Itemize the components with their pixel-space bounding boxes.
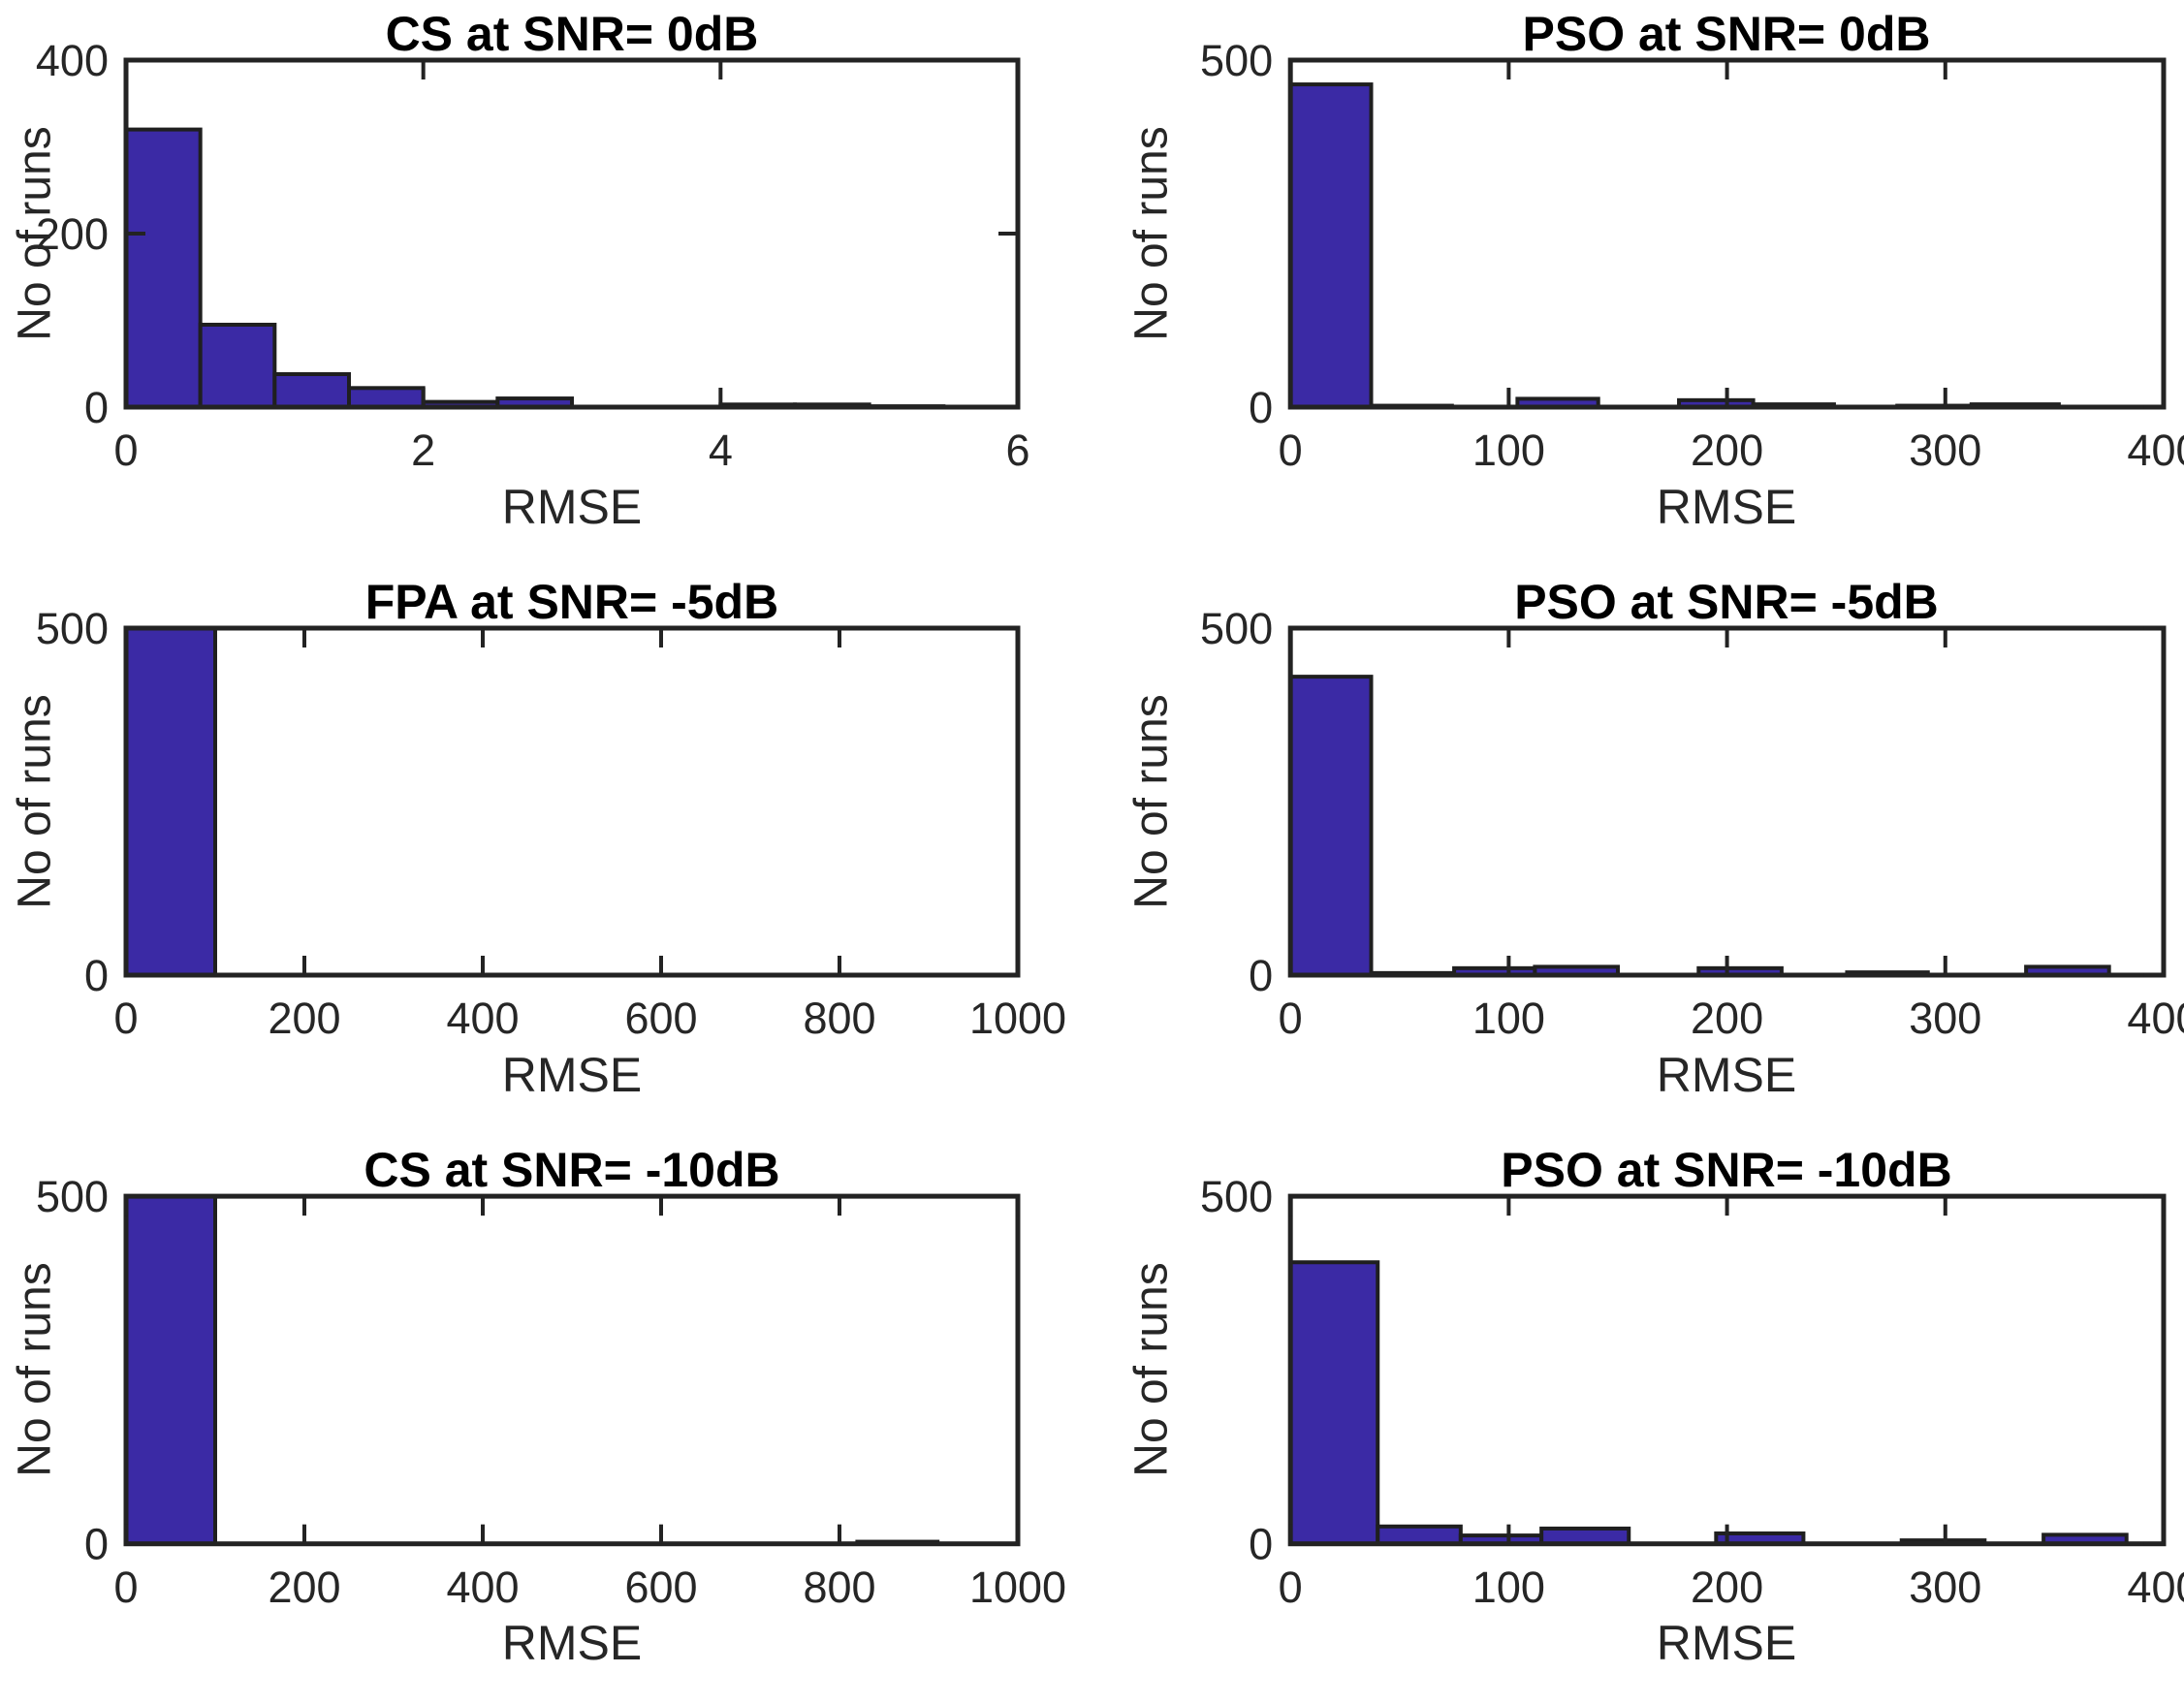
svg-text:500: 500 bbox=[1200, 604, 1273, 653]
svg-text:200: 200 bbox=[1691, 994, 1763, 1043]
plot-title: FPA at SNR= -5dB bbox=[364, 575, 779, 629]
svg-text:200: 200 bbox=[36, 209, 109, 259]
subplot-pso-snr-0db: PSO at SNR= 0dB No of runs 0 100 200 300 40 0… bbox=[1092, 0, 2184, 568]
svg-text:600: 600 bbox=[624, 1563, 697, 1612]
svg-text:0: 0 bbox=[1249, 383, 1273, 432]
x-axis-label: RMSE bbox=[1656, 1616, 1797, 1670]
histogram-canvas: 0 100 200 300 400 0 500 bbox=[1200, 604, 2184, 1043]
svg-text:4: 4 bbox=[709, 426, 733, 475]
subplot-pso-snr-minus10db: PSO at SNR= -10dB No of runs 0 100 200 300 4… bbox=[1092, 1136, 2184, 1705]
histogram-canvas: 0 200 400 600 800 1000 0 500 bbox=[36, 1172, 1066, 1612]
x-axis-label: RMSE bbox=[501, 1048, 643, 1102]
x-axis-label: RMSE bbox=[1656, 1048, 1797, 1102]
svg-text:200: 200 bbox=[1691, 426, 1763, 475]
svg-text:500: 500 bbox=[36, 1172, 109, 1221]
svg-text:400: 400 bbox=[2127, 994, 2184, 1043]
svg-text:400: 400 bbox=[2127, 1563, 2184, 1612]
svg-text:0: 0 bbox=[84, 951, 109, 1000]
x-axis-label: RMSE bbox=[501, 480, 643, 534]
svg-text:0: 0 bbox=[1249, 1520, 1273, 1569]
svg-text:1000: 1000 bbox=[969, 1563, 1066, 1612]
svg-text:100: 100 bbox=[1472, 994, 1545, 1043]
plot-title: CS at SNR= -10dB bbox=[364, 1143, 780, 1197]
plot-title: PSO at SNR= -10dB bbox=[1501, 1143, 1952, 1197]
histogram-canvas: 0 2 4 6 0 200 400 bbox=[36, 36, 1030, 475]
plot-title: PSO at SNR= 0dB bbox=[1522, 7, 1931, 61]
histogram-canvas: 0 100 200 300 400 0 500 bbox=[1200, 36, 2184, 475]
svg-text:0: 0 bbox=[84, 383, 109, 432]
subplot-cs-snr-0db: CS at SNR= 0dB No of runs 0 2 4 6 0 200 400 RM… bbox=[0, 0, 1092, 568]
svg-text:600: 600 bbox=[624, 994, 697, 1043]
histogram-canvas: 0 100 200 300 400 0 500 bbox=[1200, 1172, 2184, 1612]
svg-text:0: 0 bbox=[1279, 994, 1303, 1043]
svg-text:6: 6 bbox=[1005, 426, 1029, 475]
svg-text:500: 500 bbox=[1200, 1172, 1273, 1221]
svg-text:0: 0 bbox=[113, 426, 138, 475]
svg-text:400: 400 bbox=[2127, 426, 2184, 475]
svg-text:1000: 1000 bbox=[969, 994, 1066, 1043]
svg-text:300: 300 bbox=[1909, 426, 1981, 475]
x-axis-label: RMSE bbox=[1656, 480, 1797, 534]
svg-text:500: 500 bbox=[36, 604, 109, 653]
svg-text:800: 800 bbox=[803, 1563, 875, 1612]
subplot-cs-snr-minus10db: CS at SNR= -10dB No of runs 0 200 400 600 80… bbox=[0, 1136, 1092, 1705]
svg-text:200: 200 bbox=[268, 1563, 340, 1612]
svg-text:800: 800 bbox=[803, 994, 875, 1043]
plot-title: PSO at SNR= -5dB bbox=[1514, 575, 1939, 629]
subplot-fpa-snr-minus5db: FPA at SNR= -5dB No of runs 0 200 400 600 80… bbox=[0, 568, 1092, 1136]
histogram-canvas: 0 200 400 600 800 1000 0 500 bbox=[36, 604, 1066, 1043]
svg-text:0: 0 bbox=[84, 1520, 109, 1569]
svg-text:300: 300 bbox=[1909, 994, 1981, 1043]
svg-text:0: 0 bbox=[1249, 951, 1273, 1000]
svg-text:0: 0 bbox=[113, 1563, 138, 1612]
x-axis-label: RMSE bbox=[501, 1616, 643, 1670]
svg-text:500: 500 bbox=[1200, 36, 1273, 85]
svg-text:400: 400 bbox=[446, 1563, 519, 1612]
svg-text:200: 200 bbox=[268, 994, 340, 1043]
svg-text:2: 2 bbox=[411, 426, 435, 475]
svg-text:200: 200 bbox=[1691, 1563, 1763, 1612]
svg-text:0: 0 bbox=[1279, 1563, 1303, 1612]
svg-text:0: 0 bbox=[113, 994, 138, 1043]
svg-text:300: 300 bbox=[1909, 1563, 1981, 1612]
svg-text:100: 100 bbox=[1472, 1563, 1545, 1612]
plot-title: CS at SNR= 0dB bbox=[385, 7, 759, 61]
svg-text:100: 100 bbox=[1472, 426, 1545, 475]
svg-text:400: 400 bbox=[446, 994, 519, 1043]
svg-text:400: 400 bbox=[36, 36, 109, 85]
svg-text:0: 0 bbox=[1279, 426, 1303, 475]
subplot-pso-snr-minus5db: PSO at SNR= -5dB No of runs 0 100 200 300 40… bbox=[1092, 568, 2184, 1136]
